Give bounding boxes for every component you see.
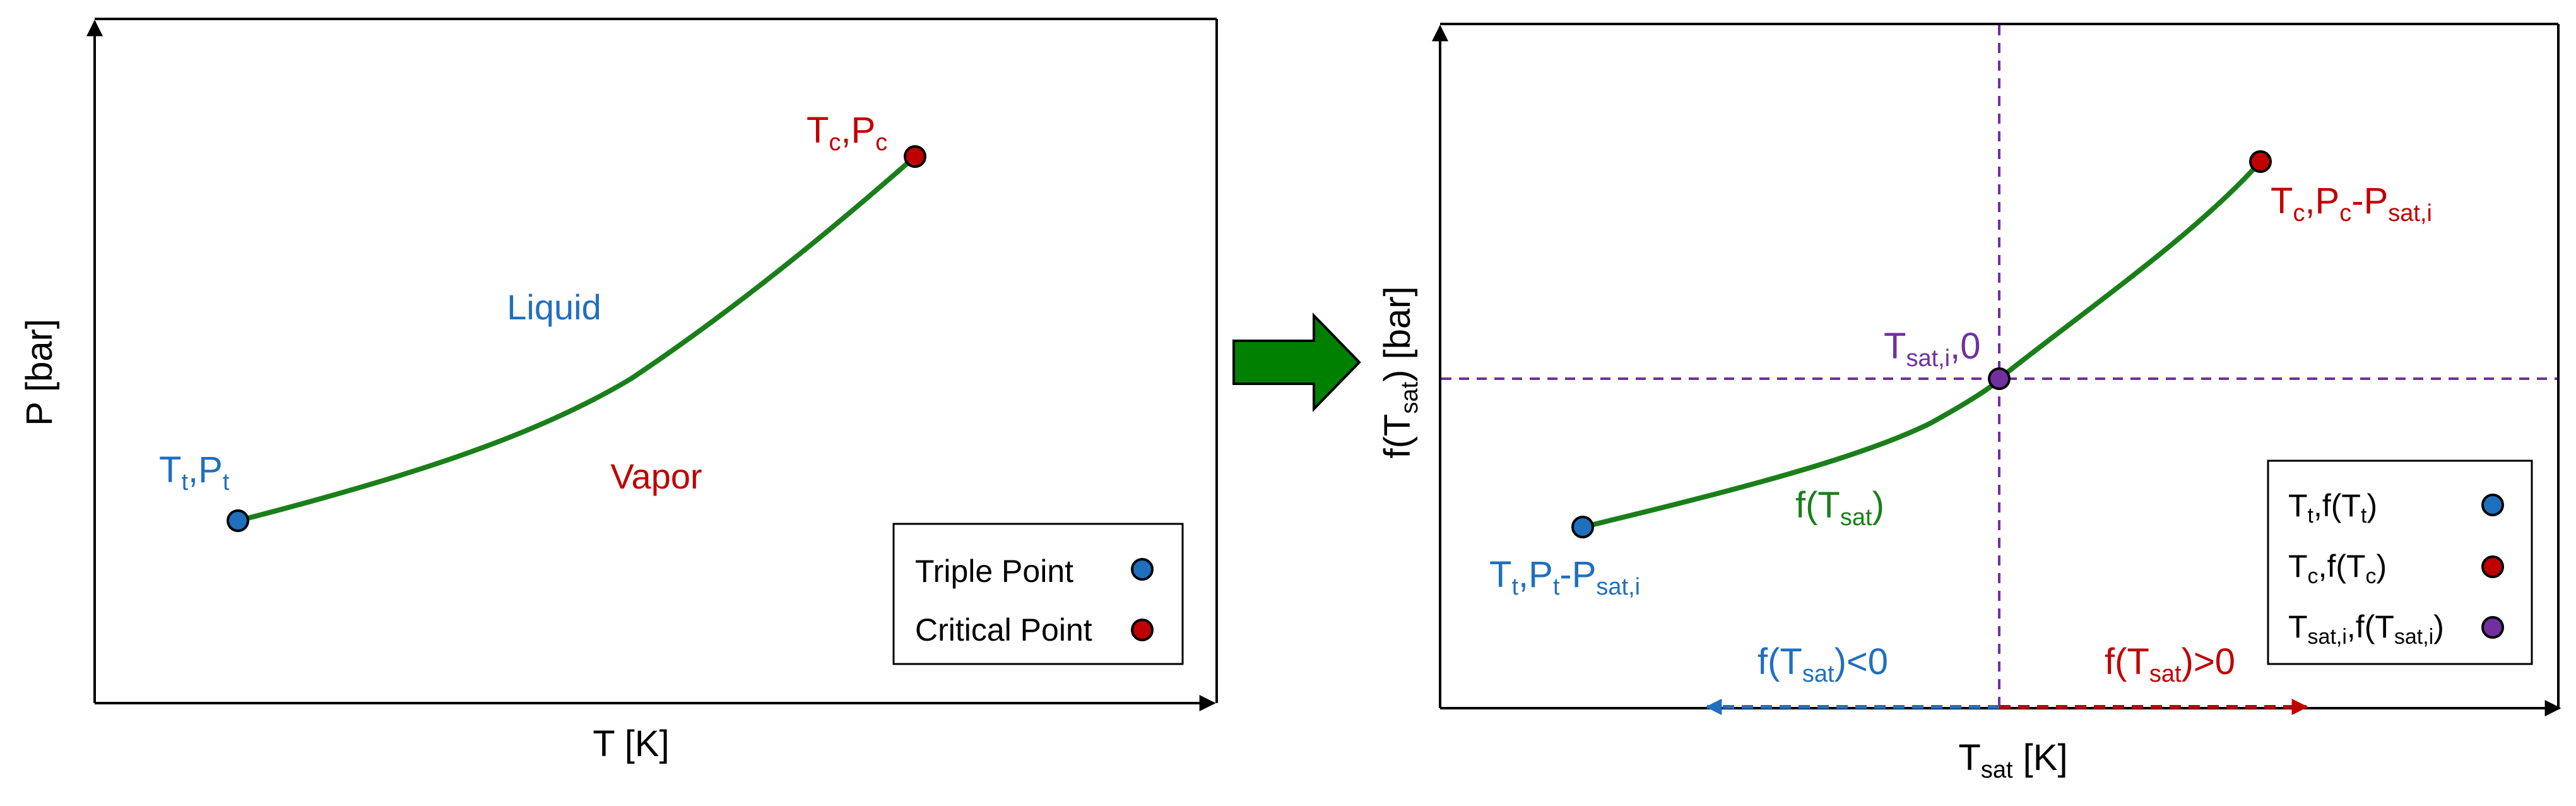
legend-triple-marker	[1131, 558, 1154, 581]
negative-region-label: f(Tsat)<0	[1758, 641, 1888, 687]
positive-region-label: f(Tsat)>0	[2105, 641, 2235, 687]
right-end-marker	[2249, 150, 2272, 173]
triple-point-label: Tt,Pt	[159, 449, 230, 495]
left-point-label: Tt,Pt-Psat,i	[1489, 554, 1640, 600]
right-legend: Tt,f(Tt) Tc,f(Tc) Tsat,i,f(Tsat,i)	[2267, 459, 2533, 665]
right-arrow-icon	[1232, 312, 1361, 412]
left-legend-box	[892, 523, 1184, 665]
curve-label: f(Tsat)	[1795, 485, 1884, 531]
root-marker	[1988, 367, 2011, 390]
legend-root-marker	[2481, 616, 2504, 639]
critical-point-marker	[904, 145, 926, 168]
left-legend: Triple Point Critical Point	[892, 523, 1184, 665]
triple-point-marker	[227, 509, 249, 532]
right-y-axis-label: f(Tsat) [bar]	[1377, 286, 1423, 458]
f-tsat-curve	[1582, 160, 2262, 530]
saturation-curve	[237, 154, 917, 523]
left-x-axis-label: T [K]	[593, 723, 669, 764]
legend-item-root: Tsat,i,f(Tsat,i)	[2288, 609, 2444, 649]
critical-point-label: Tc,Pc	[806, 110, 887, 156]
legend-triple-marker-right	[2481, 494, 2504, 516]
left-panel: P [bar] T [K] Liquid Vapor Tt,Pt Tc,Pc T…	[19, 18, 1218, 764]
legend-item-critical-point: Critical Point	[915, 612, 1092, 648]
right-point-label: Tc,Pc-Psat,i	[2271, 181, 2432, 227]
liquid-region-label: Liquid	[507, 287, 601, 327]
root-point-label: Tsat,i,0	[1884, 326, 1981, 372]
legend-item-triple-point: Triple Point	[915, 554, 1073, 589]
legend-item-triple: Tt,f(Tt)	[2288, 488, 2377, 528]
legend-critical-marker	[1131, 619, 1154, 641]
left-end-marker	[1571, 516, 1594, 538]
right-panel: f(Tsat) [bar] Tsat [K] f(Tsat) Tt,Pt-Psa…	[1377, 23, 2561, 783]
right-x-axis-label: Tsat [K]	[1958, 737, 2067, 783]
vapor-region-label: Vapor	[610, 456, 702, 496]
legend-item-critical: Tc,f(Tc)	[2288, 548, 2387, 588]
left-y-axis-label: P [bar]	[19, 319, 60, 426]
legend-critical-marker-right	[2481, 555, 2504, 578]
